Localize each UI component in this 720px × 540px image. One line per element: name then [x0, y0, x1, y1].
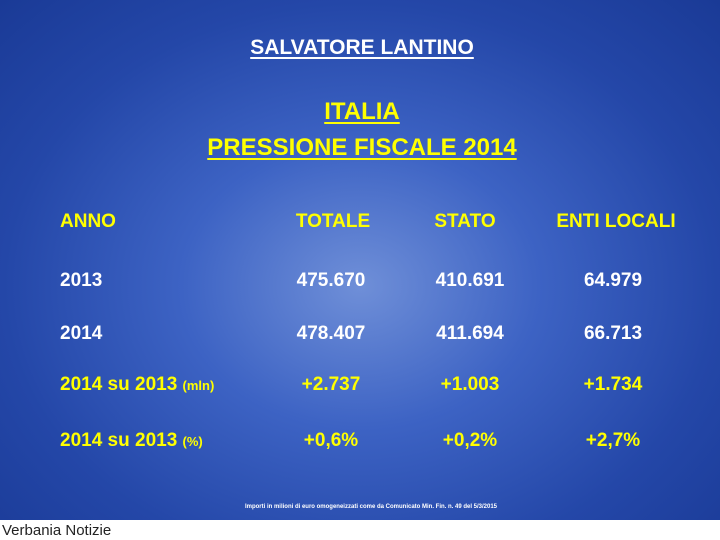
footnote: Importi in milioni di euro omogeneizzati… [244, 504, 498, 510]
row-unit: (%) [182, 434, 203, 449]
row-label-text: 2014 su 2013 [60, 374, 178, 395]
watermark: Verbania Notizie [2, 522, 112, 539]
row-label: 2014 su 2013 (%) [60, 430, 203, 452]
row-label: 2014 su 2013 (mln) [60, 374, 214, 396]
row-unit: (mln) [182, 378, 215, 393]
header-cell: STATO [434, 211, 496, 232]
table-cell: +2,7% [585, 430, 641, 451]
row-label-text: 2013 [60, 270, 103, 291]
slide: SALVATORE LANTINO ITALIA PRESSIONE FISCA… [0, 0, 720, 520]
title-line: ITALIA [324, 98, 400, 125]
author: SALVATORE LANTINO [250, 36, 474, 59]
table-cell: +2.737 [301, 374, 361, 395]
table-cell: 411.694 [436, 323, 504, 344]
header-cell: ANNO [60, 211, 116, 232]
table-cell: 410.691 [435, 270, 505, 291]
header-cell: TOTALE [295, 211, 371, 232]
row-label: 2013 [60, 270, 102, 292]
table-cell: 475.670 [296, 270, 366, 291]
table-cell: +1.734 [583, 374, 643, 395]
row-label: 2014 [60, 323, 102, 345]
table-cell: +0,6% [303, 430, 359, 451]
header-cell: ENTI LOCALI [556, 211, 676, 232]
table-cell: +0,2% [442, 430, 498, 451]
table-cell: 478.407 [296, 323, 366, 344]
table-cell: +1.003 [440, 374, 500, 395]
title-line: PRESSIONE FISCALE 2014 [207, 134, 517, 161]
row-label-text: 2014 su 2013 [60, 430, 178, 451]
table-cell: 64.979 [583, 270, 643, 291]
row-label-text: 2014 [60, 323, 103, 344]
table-cell: 66.713 [583, 323, 643, 344]
